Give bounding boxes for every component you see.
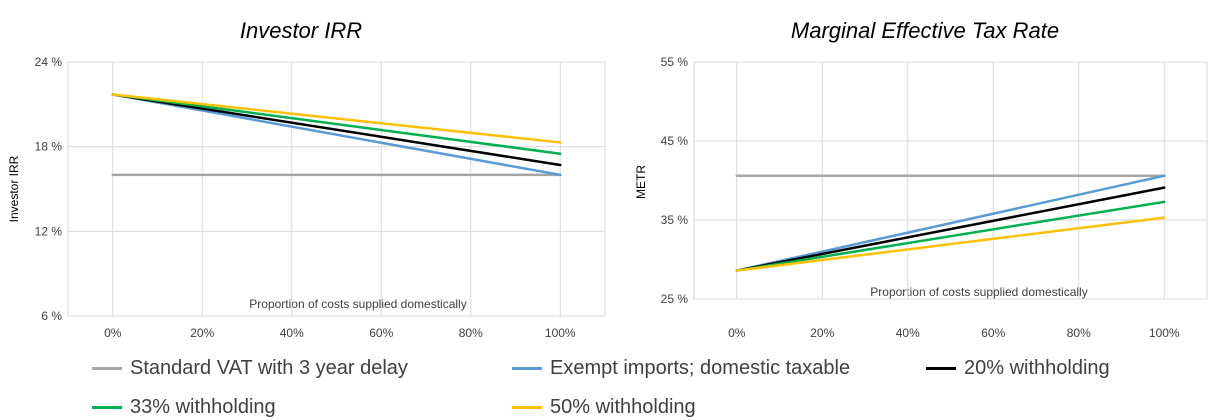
- chart-investor-irr: Investor IRR Investor IRR Proportion of …: [7, 18, 606, 340]
- x-tick-label: 0%: [104, 326, 122, 340]
- legend-swatch: [92, 367, 122, 370]
- legend-label: 20% withholding: [964, 357, 1110, 379]
- series-line-33-withholding: [111, 93, 562, 155]
- legend-label: Exempt imports; domestic taxable: [550, 357, 851, 379]
- x-axis-label: Proportion of costs supplied domesticall…: [870, 285, 1087, 299]
- chart-metr: Marginal Effective Tax Rate METR Proport…: [634, 18, 1208, 340]
- x-tick-label: 80%: [1067, 326, 1091, 340]
- series-line-33-withholding: [735, 200, 1166, 272]
- legend-label: 33% withholding: [130, 396, 276, 418]
- y-tick-label: 6 %: [41, 309, 62, 323]
- series-line-50-withholding: [735, 216, 1166, 272]
- x-tick-label: 20%: [190, 326, 214, 340]
- legend-label: Standard VAT with 3 year delay: [130, 357, 408, 379]
- chart-title: Investor IRR: [240, 18, 362, 43]
- legend-item-33-withholding: 33% withholding: [92, 396, 276, 419]
- chart-title: Marginal Effective Tax Rate: [791, 18, 1059, 43]
- x-axis-label: Proportion of costs supplied domesticall…: [249, 297, 466, 311]
- series-line-20-withholding: [111, 93, 562, 167]
- x-tick-label: 60%: [369, 326, 393, 340]
- y-tick-label: 12 %: [35, 224, 63, 238]
- legend-item-20-withholding: 20% withholding: [926, 357, 1110, 380]
- y-tick-label: 35 %: [661, 213, 689, 227]
- series-line-exempt-imports-domestic-taxable: [111, 93, 562, 177]
- series-line-50-withholding: [111, 93, 562, 144]
- y-axis-label: METR: [634, 165, 648, 199]
- legend-swatch: [92, 406, 122, 409]
- x-tick-label: 40%: [896, 326, 920, 340]
- series-line-20-withholding: [735, 186, 1166, 272]
- x-tick-label: 20%: [810, 326, 834, 340]
- legend-swatch: [512, 406, 542, 409]
- legend-item-standard-vat: Standard VAT with 3 year delay: [92, 357, 408, 380]
- legend-item-50-withholding: 50% withholding: [512, 396, 696, 419]
- x-tick-label: 100%: [1149, 326, 1180, 340]
- y-tick-label: 55 %: [661, 55, 689, 69]
- legend-item-exempt-imports: Exempt imports; domestic taxable: [512, 357, 850, 380]
- y-tick-label: 24 %: [35, 55, 63, 69]
- x-tick-label: 80%: [459, 326, 483, 340]
- x-tick-label: 60%: [981, 326, 1005, 340]
- y-tick-label: 25 %: [661, 292, 689, 306]
- legend-swatch: [926, 367, 956, 370]
- legend-swatch: [512, 367, 542, 370]
- legend-label: 50% withholding: [550, 396, 696, 418]
- series-line-exempt-imports-domestic-taxable: [735, 174, 1166, 272]
- x-tick-label: 40%: [280, 326, 304, 340]
- y-tick-label: 18 %: [35, 140, 63, 154]
- x-tick-label: 100%: [545, 326, 576, 340]
- x-tick-label: 0%: [728, 326, 746, 340]
- y-axis-label: Investor IRR: [7, 155, 21, 222]
- y-tick-label: 45 %: [661, 134, 689, 148]
